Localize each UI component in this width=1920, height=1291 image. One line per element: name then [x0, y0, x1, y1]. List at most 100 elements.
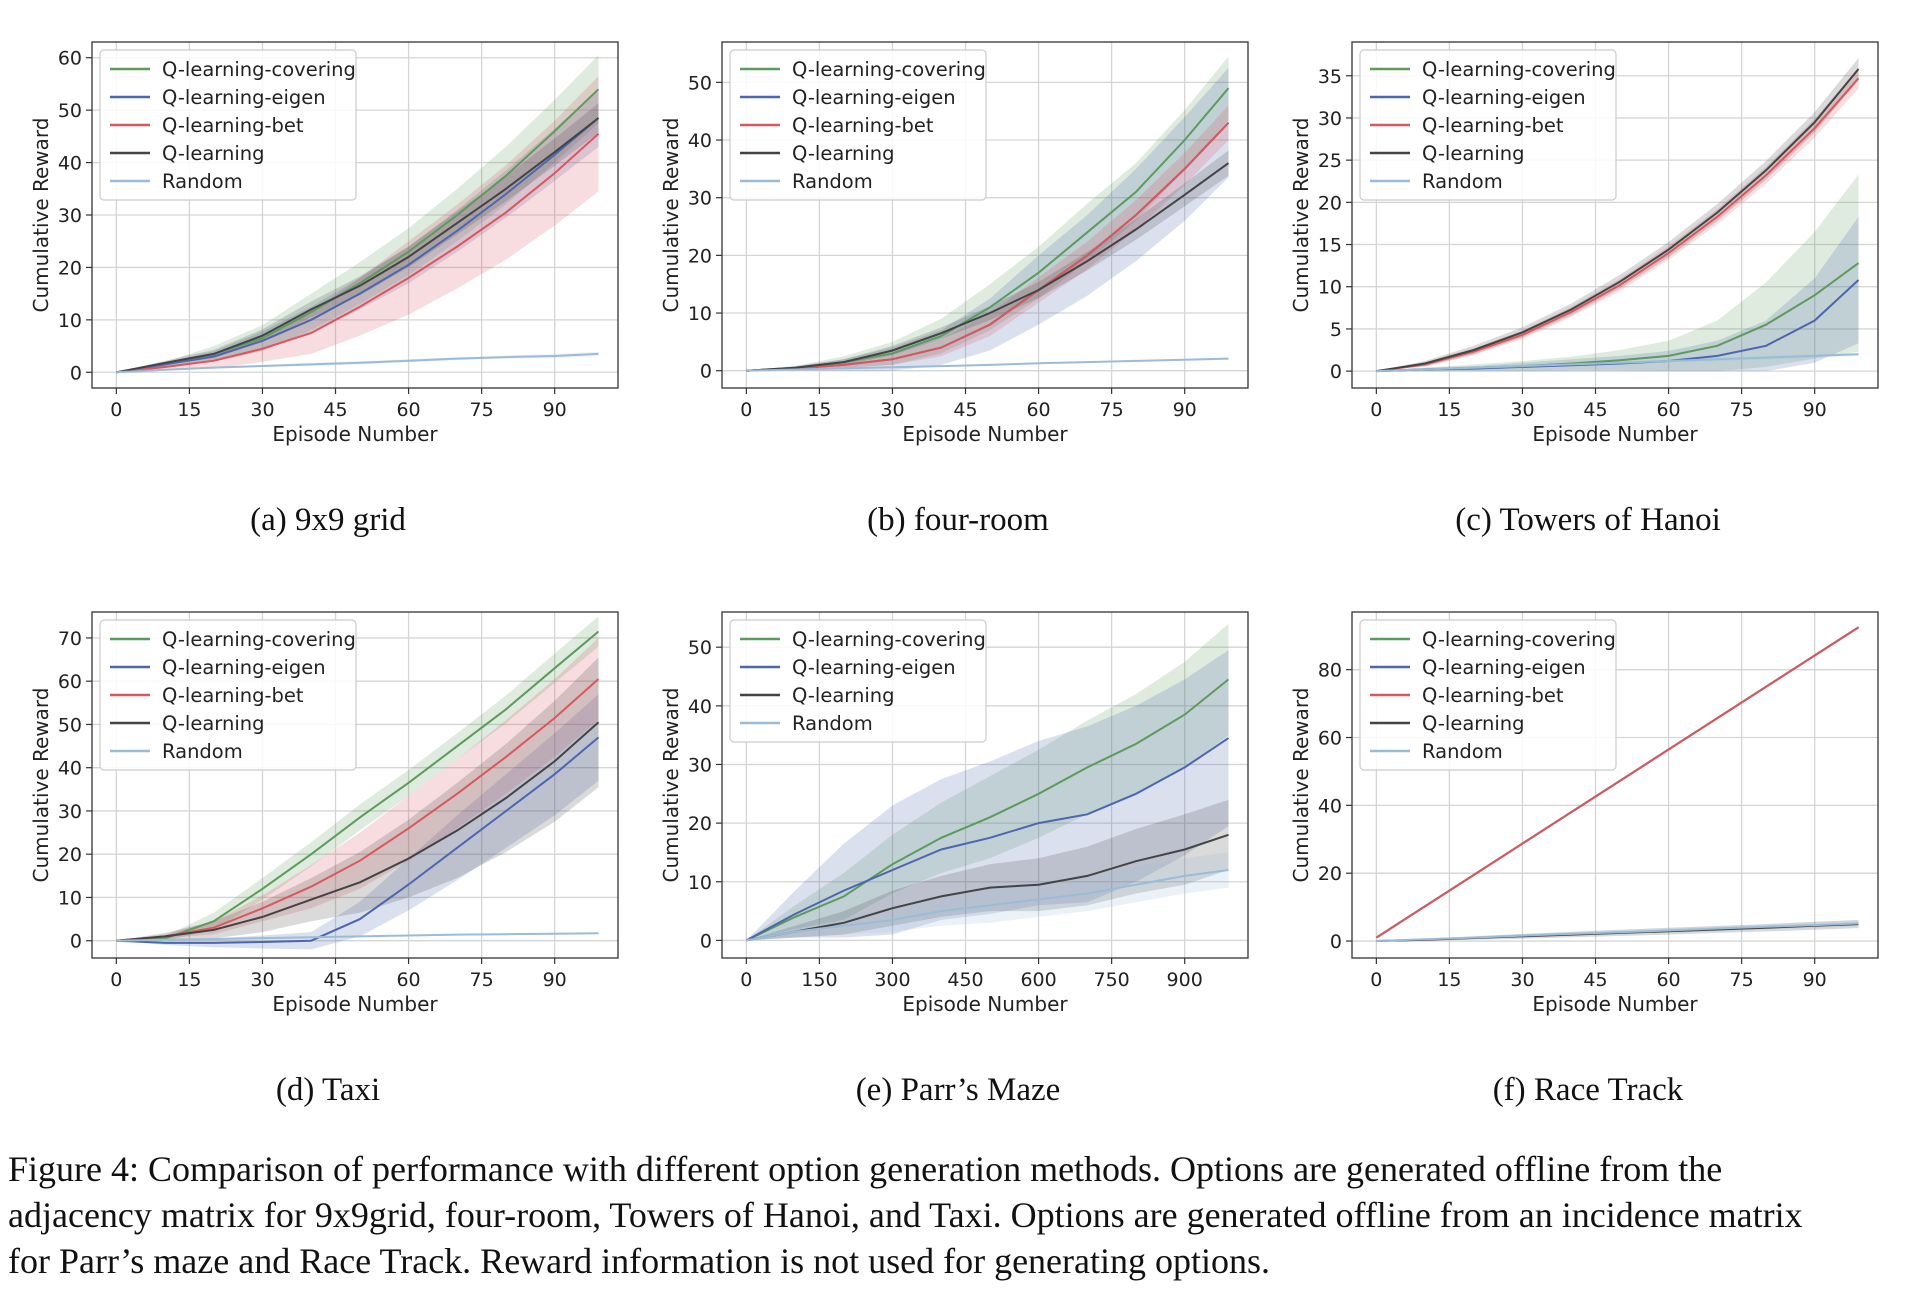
legend-label: Q-learning-bet — [162, 114, 304, 137]
y-tick-label: 10 — [58, 887, 82, 909]
x-tick-label: 60 — [1656, 969, 1680, 991]
y-tick-label: 30 — [58, 801, 82, 823]
legend-label: Q-learning-bet — [1422, 684, 1564, 707]
series-line — [116, 721, 600, 942]
subcaption-c: (c) Towers of Hanoi — [1455, 502, 1721, 538]
series-band — [746, 105, 1229, 371]
legend-label: Q-learning-eigen — [792, 656, 956, 679]
x-tick-label: 90 — [1803, 399, 1827, 421]
y-axis-label: Cumulative Reward — [659, 118, 683, 313]
y-tick-label: 0 — [700, 930, 712, 952]
y-tick-label: 50 — [58, 714, 82, 736]
legend-label: Q-learning-eigen — [1422, 656, 1586, 679]
legend-label: Q-learning — [792, 684, 894, 707]
subcaption-b: (b) four-room — [867, 502, 1049, 538]
legend-label: Q-learning-covering — [792, 58, 986, 81]
legend-label: Q-learning — [162, 712, 264, 735]
series-group — [1375, 626, 1860, 942]
legend: Q-learning-covering Q-learning-eigen Q-lea… — [729, 49, 987, 201]
x-tick-label: 75 — [1730, 969, 1754, 991]
x-tick-label: 30 — [880, 399, 904, 421]
series-band — [746, 623, 1229, 941]
y-tick-label: 0 — [1330, 931, 1342, 953]
series-line — [745, 737, 1230, 942]
y-tick-label: 20 — [688, 813, 712, 835]
y-tick-label: 20 — [1318, 192, 1342, 214]
series-line — [746, 162, 1230, 372]
x-tick-label: 0 — [110, 969, 122, 991]
x-tick-label: 15 — [1437, 399, 1461, 421]
x-tick-label: 0 — [1370, 399, 1382, 421]
y-tick-label: 25 — [1318, 150, 1342, 172]
x-tick-label: 15 — [1437, 969, 1461, 991]
x-tick-label: 900 — [1167, 969, 1203, 991]
series-group — [116, 616, 600, 950]
legend-box — [1359, 619, 1617, 771]
series-band — [1376, 216, 1859, 372]
legend-box — [729, 49, 987, 201]
y-tick-label: 60 — [58, 671, 82, 693]
x-tick-label: 300 — [874, 969, 910, 991]
y-tick-label: 0 — [1330, 361, 1342, 383]
plot-frame — [1351, 611, 1879, 959]
legend-label: Q-learning-bet — [1422, 114, 1564, 137]
series-line — [1375, 626, 1860, 939]
chart-svg: 0 15 30 45 60 75 90 0 10 20 30 40 50 60 70 Episode Numb… — [29, 611, 619, 1016]
y-tick-label: 0 — [700, 361, 712, 383]
series-line — [745, 678, 1230, 942]
legend: Q-learning-covering Q-learning-eigen Q-lea… — [99, 49, 357, 201]
y-tick-label: 40 — [1318, 795, 1342, 817]
legend-label: Q-learning — [1422, 712, 1524, 735]
figure-caption: Figure 4: Comparison of performance with… — [8, 1146, 1913, 1284]
legend-label: Q-learning-eigen — [162, 86, 326, 109]
figure-caption-line: adjacency matrix for 9x9grid, four-room,… — [8, 1195, 1803, 1235]
series-group — [745, 623, 1230, 942]
plot-frame — [721, 611, 1249, 959]
plot-frame — [1351, 41, 1879, 389]
y-axis-label: Cumulative Reward — [659, 688, 683, 883]
series-line — [1376, 68, 1860, 373]
chart-svg: 0 15 30 45 60 75 90 0 5 10 15 20 25 30 35 Episode Numbe… — [1289, 41, 1879, 446]
y-tick-label: 50 — [688, 637, 712, 659]
y-tick-label: 15 — [1318, 235, 1342, 257]
series-line — [116, 678, 600, 942]
plot-frame — [91, 611, 619, 959]
x-tick-label: 750 — [1093, 969, 1129, 991]
legend-label: Q-learning-eigen — [1422, 86, 1586, 109]
series-line — [746, 833, 1229, 942]
y-tick-label: 20 — [58, 257, 82, 279]
series-line — [746, 357, 1229, 372]
x-tick-label: 60 — [396, 399, 420, 421]
x-tick-label: 75 — [470, 399, 494, 421]
legend-label: Q-learning-bet — [162, 684, 304, 707]
x-tick-label: 30 — [1510, 399, 1534, 421]
y-tick-label: 70 — [58, 628, 82, 650]
chart-towers-of-hanoi: 0 15 30 45 60 75 90 0 5 10 15 20 25 30 35 Episode Numbe… — [1260, 30, 1890, 470]
legend-box — [99, 49, 357, 201]
x-tick-label: 30 — [250, 399, 274, 421]
x-tick-label: 0 — [740, 969, 752, 991]
x-tick-label: 75 — [1100, 399, 1124, 421]
x-axis-label: Episode Number — [902, 992, 1068, 1016]
series-line — [116, 932, 599, 942]
legend-label: Q-learning-covering — [1422, 58, 1616, 81]
subcaption-e: (e) Parr’s Maze — [855, 1072, 1061, 1108]
legend-box — [99, 619, 357, 771]
y-tick-label: 60 — [58, 48, 82, 70]
legend-label: Q-learning — [162, 142, 264, 165]
legend-label: Q-learning-covering — [1422, 628, 1616, 651]
y-tick-label: 10 — [1318, 277, 1342, 299]
y-tick-label: 0 — [70, 931, 82, 953]
legend-label: Q-learning-bet — [792, 114, 934, 137]
series-line — [116, 117, 600, 374]
legend-box — [1359, 49, 1617, 201]
y-axis-label: Cumulative Reward — [1289, 118, 1313, 313]
x-tick-label: 90 — [543, 399, 567, 421]
series-group — [116, 55, 600, 374]
x-tick-label: 30 — [250, 969, 274, 991]
y-tick-label: 5 — [1330, 319, 1342, 341]
x-axis-label: Episode Number — [902, 422, 1068, 446]
y-tick-label: 30 — [688, 754, 712, 776]
y-tick-label: 30 — [58, 205, 82, 227]
legend-label: Random — [792, 712, 873, 735]
